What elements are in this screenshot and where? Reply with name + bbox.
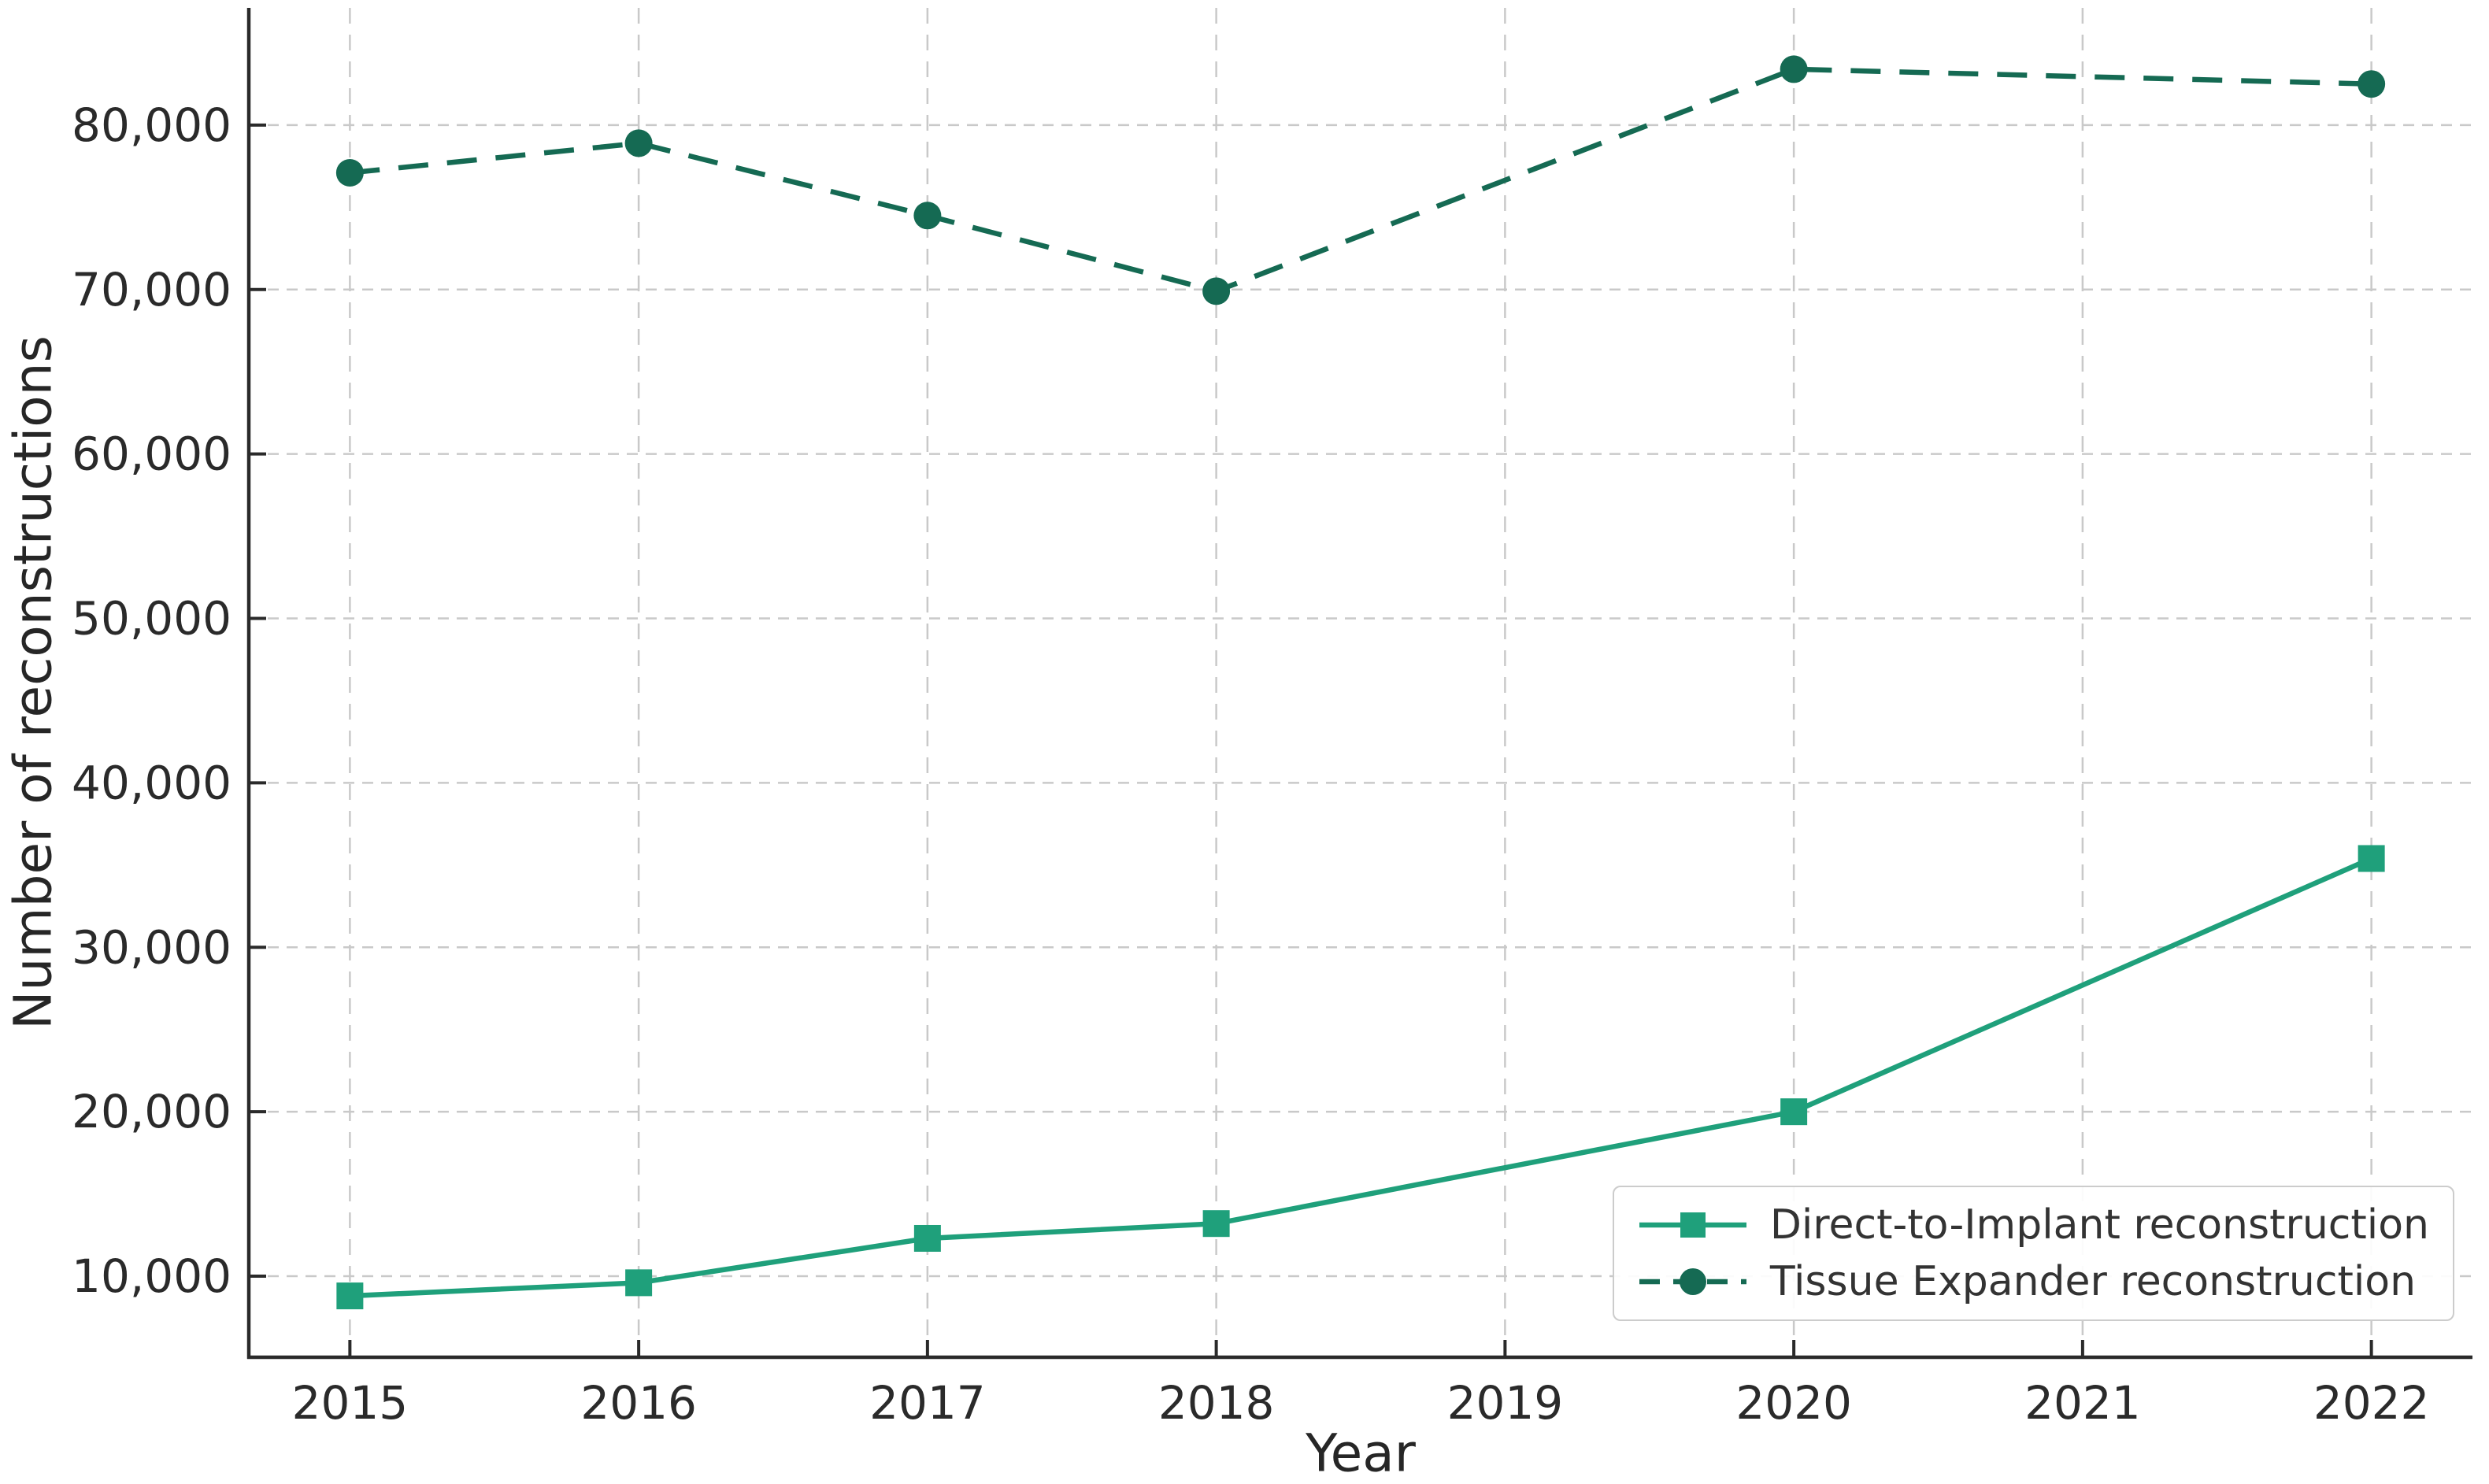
x-tick-label: 2018 [1158, 1376, 1275, 1430]
dashed-line-circle-marker-icon [1639, 1268, 1746, 1295]
y-tick-label: 80,000 [72, 98, 231, 152]
direct-to-implant-marker [1202, 1210, 1230, 1238]
direct-to-implant-marker [336, 1282, 364, 1310]
tissue-expander-marker [624, 129, 653, 157]
legend-item-direct-to-implant: Direct-to-Implant reconstruction [1638, 1201, 2429, 1249]
direct-to-implant-line [350, 856, 2372, 1299]
y-axis-label: Number of reconstructions [2, 335, 64, 1030]
legend: Direct-to-Implant reconstruction Tissue … [1612, 1186, 2454, 1321]
legend-label-direct-to-implant: Direct-to-Implant reconstruction [1769, 1201, 2429, 1249]
legend-item-tissue-expander: Tissue Expander reconstruction [1638, 1258, 2429, 1305]
y-tick-label: 40,000 [72, 756, 231, 809]
x-tick-label: 2016 [580, 1376, 697, 1430]
x-tick-label: 2022 [2313, 1376, 2430, 1430]
direct-to-implant-marker [1780, 1098, 1808, 1126]
y-tick-label: 20,000 [72, 1085, 231, 1138]
tissue-expander-marker [1202, 277, 1231, 305]
x-tick-label: 2017 [869, 1376, 986, 1430]
tissue-expander-marker [1780, 55, 1808, 83]
tissue-expander-marker [913, 202, 942, 230]
tissue-expander-marker [335, 158, 364, 187]
direct-to-implant-marker [913, 1224, 941, 1252]
y-tick-label: 70,000 [72, 263, 231, 316]
x-tick-label: 2021 [2024, 1376, 2141, 1430]
x-tick-label: 2019 [1447, 1376, 1564, 1430]
y-tick-label: 50,000 [72, 592, 231, 646]
tissue-expander-marker [2358, 70, 2386, 98]
direct-to-implant-marker [2358, 845, 2385, 872]
x-axis-label: Year [1306, 1423, 1416, 1484]
y-tick-label: 60,000 [72, 427, 231, 481]
legend-label-tissue-expander: Tissue Expander reconstruction [1769, 1258, 2417, 1305]
x-tick-label: 2020 [1735, 1376, 1852, 1430]
x-tick-label: 2015 [292, 1376, 409, 1430]
solid-line-square-marker-icon [1639, 1212, 1746, 1238]
direct-to-implant-marker [625, 1269, 653, 1297]
y-tick-label: 10,000 [72, 1249, 231, 1303]
y-tick-label: 30,000 [72, 920, 231, 974]
tissue-expander-line [350, 66, 2372, 294]
